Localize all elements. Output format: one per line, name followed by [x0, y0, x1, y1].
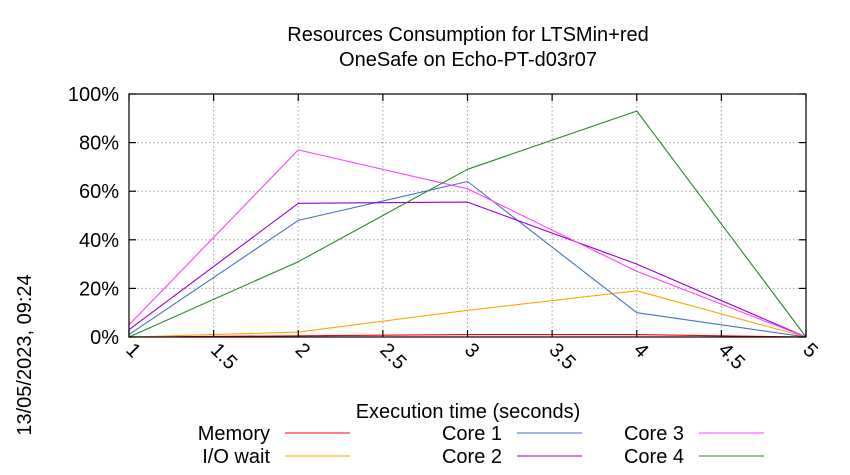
x-tick-label: 5	[798, 339, 821, 362]
chart-subtitle: OneSafe on Echo-PT-d03r07	[339, 49, 597, 71]
series-line-core-4	[128, 110, 807, 338]
legend-label-memory: Memory	[198, 423, 270, 445]
x-tick-label: 1.5	[206, 339, 241, 374]
x-axis-label: Execution time (seconds)	[356, 401, 581, 423]
y-tick-label: 0%	[90, 327, 119, 349]
x-tick-label: 4.5	[714, 339, 749, 374]
series-line-i-o-wait	[128, 290, 807, 338]
series-lines	[128, 110, 807, 338]
legend-label-core-4: Core 4	[624, 446, 684, 468]
legend-label-i-o-wait: I/O wait	[202, 446, 270, 468]
x-tick-labels: 1 1.5 2 2.5 3 3.5 4 4.5 5	[121, 339, 821, 374]
chart-title: Resources Consumption for LTSMin+red	[287, 24, 648, 46]
x-tick-label: 1	[121, 339, 144, 362]
legend-label-core-3: Core 3	[624, 423, 684, 445]
y-tick-label: 40%	[79, 230, 119, 252]
y-tick-label: 100%	[68, 84, 119, 106]
x-tick-label: 3.5	[545, 339, 580, 374]
y-tick-labels: 0% 20% 40% 60% 80% 100%	[68, 84, 119, 349]
x-tick-label: 3	[460, 339, 483, 362]
y-tick-label: 20%	[79, 278, 119, 300]
x-tick-label: 4	[629, 339, 652, 362]
x-tick-label: 2	[291, 339, 314, 362]
series-line-core-2	[128, 201, 807, 338]
legend-label-core-2: Core 2	[442, 446, 502, 468]
axis-ticks	[128, 93, 807, 338]
x-tick-label: 2.5	[375, 339, 410, 374]
grid-lines	[129, 94, 806, 337]
y-tick-label: 80%	[79, 133, 119, 155]
y-tick-label: 60%	[79, 181, 119, 203]
legend-label-core-1: Core 1	[442, 423, 502, 445]
series-line-core-3	[128, 149, 807, 338]
series-line-core-1	[128, 180, 807, 338]
timestamp-label: 13/05/2023, 09:24	[14, 274, 36, 435]
